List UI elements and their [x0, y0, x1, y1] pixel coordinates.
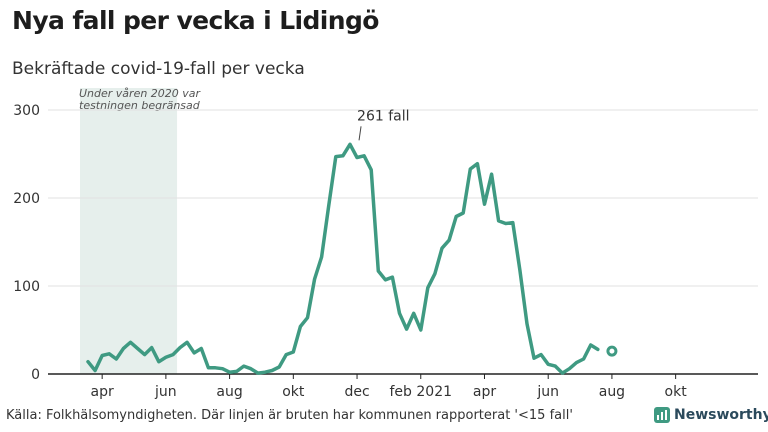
annotation-label: 261 fall — [357, 108, 409, 124]
shaded-region-label: testningen begränsad — [79, 99, 201, 112]
x-tick-label: feb 2021 — [390, 384, 453, 400]
series-line — [86, 142, 600, 375]
x-tick-label: aug — [599, 384, 625, 400]
y-tick-label: 100 — [13, 279, 40, 295]
x-tick-label: dec — [344, 384, 369, 400]
y-tick-label: 300 — [13, 103, 40, 119]
annotation-leader — [358, 126, 362, 141]
series-point — [606, 345, 618, 357]
x-tick-label: apr — [473, 384, 496, 400]
source-note: Källa: Folkhälsomyndigheten. Där linjen … — [6, 408, 573, 423]
x-tick-label: jun — [154, 384, 177, 400]
y-tick-label: 200 — [13, 191, 40, 207]
y-tick-label: 0 — [31, 367, 40, 383]
x-tick-label: aug — [216, 384, 242, 400]
brand-logo-link[interactable]: Newsworthy — [654, 407, 768, 423]
x-tick-label: jun — [536, 384, 559, 400]
brand-name: Newsworthy — [674, 407, 768, 423]
shaded-region-label: Under våren 2020 var — [79, 87, 202, 100]
x-tick-label: apr — [91, 384, 114, 400]
newsworthy-logo-icon — [654, 407, 670, 423]
x-tick-label: okt — [282, 384, 305, 400]
x-tick-label: okt — [665, 384, 688, 400]
shaded-region — [80, 88, 178, 374]
chart-subtitle: Bekräftade covid-19-fall per vecka — [12, 59, 305, 79]
chart-title: Nya fall per vecka i Lidingö — [12, 6, 379, 35]
